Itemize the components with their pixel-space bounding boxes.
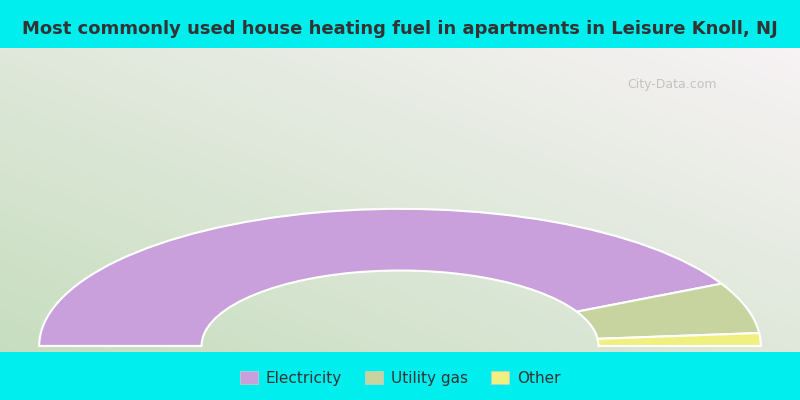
Text: Most commonly used house heating fuel in apartments in Leisure Knoll, NJ: Most commonly used house heating fuel in… xyxy=(22,20,778,38)
Wedge shape xyxy=(577,284,759,339)
Wedge shape xyxy=(598,333,761,346)
Text: City-Data.com: City-Data.com xyxy=(627,78,717,91)
Wedge shape xyxy=(39,209,722,346)
Legend: Electricity, Utility gas, Other: Electricity, Utility gas, Other xyxy=(234,365,566,392)
